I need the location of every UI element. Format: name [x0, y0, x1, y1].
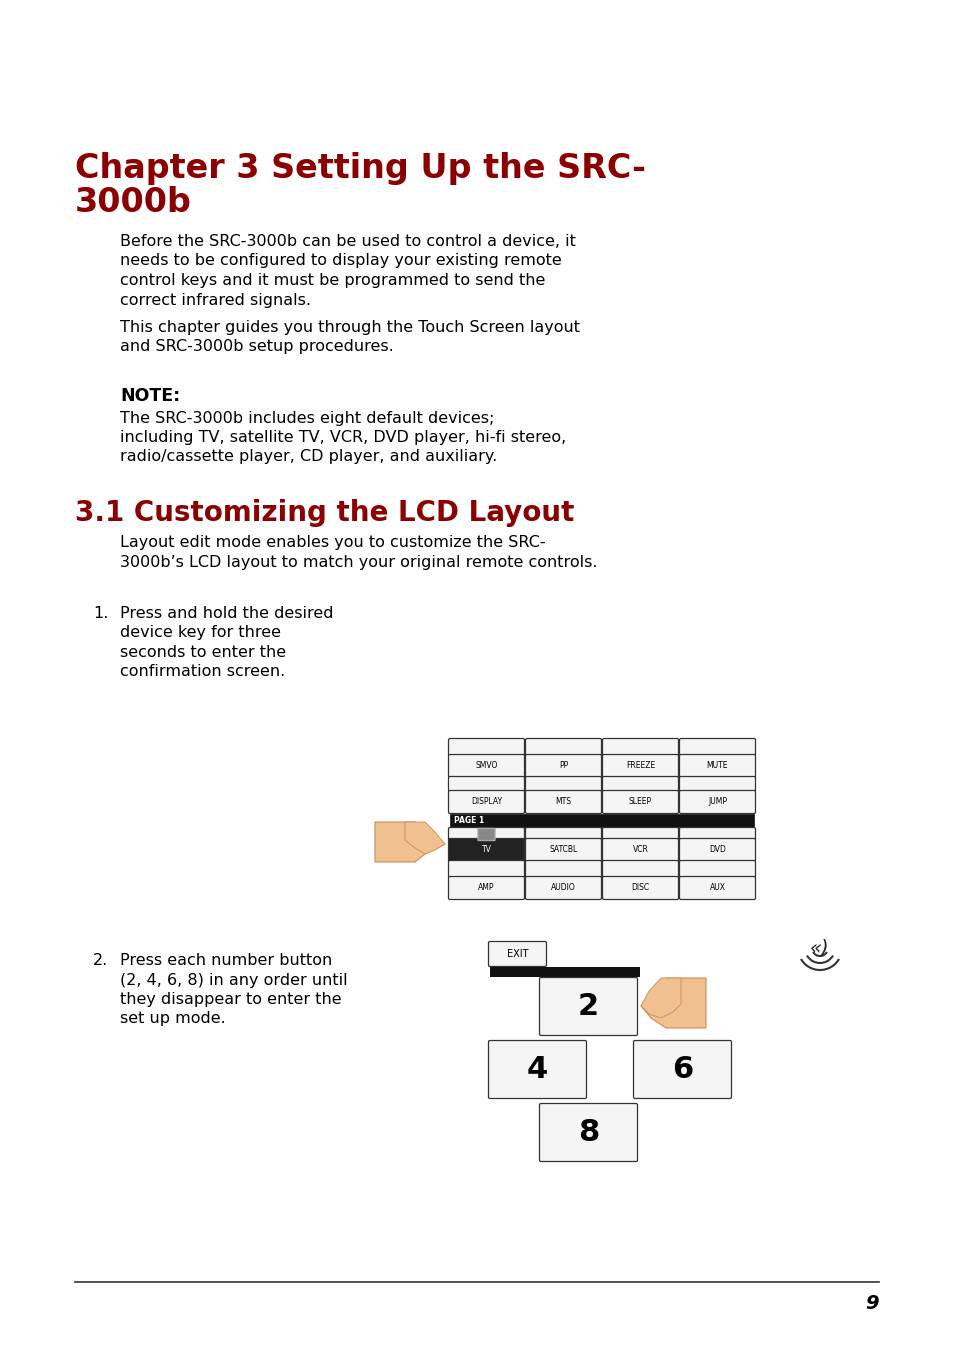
Text: they disappear to enter the: they disappear to enter the [120, 992, 341, 1007]
Text: 2.: 2. [92, 953, 108, 968]
FancyBboxPatch shape [525, 827, 601, 841]
FancyBboxPatch shape [525, 838, 601, 861]
Text: PP: PP [558, 761, 568, 771]
Polygon shape [640, 977, 680, 1018]
Text: 3000b: 3000b [75, 187, 192, 219]
Text: The SRC-3000b includes eight default devices;: The SRC-3000b includes eight default dev… [120, 411, 494, 426]
FancyBboxPatch shape [602, 827, 678, 841]
Polygon shape [405, 822, 444, 854]
FancyBboxPatch shape [448, 791, 524, 814]
Text: including TV, satellite TV, VCR, DVD player, hi-fi stereo,: including TV, satellite TV, VCR, DVD pla… [120, 430, 566, 445]
FancyBboxPatch shape [525, 876, 601, 899]
Text: EXIT: EXIT [506, 949, 528, 959]
Text: 4: 4 [526, 1055, 548, 1084]
Text: TV: TV [481, 845, 491, 854]
FancyBboxPatch shape [602, 860, 678, 877]
FancyBboxPatch shape [679, 827, 755, 841]
Bar [490, 967, 639, 977]
Text: 1.: 1. [92, 606, 109, 621]
FancyBboxPatch shape [602, 876, 678, 899]
Text: Before the SRC-3000b can be used to control a device, it: Before the SRC-3000b can be used to cont… [120, 234, 576, 249]
Text: 2: 2 [578, 992, 598, 1021]
FancyBboxPatch shape [679, 876, 755, 899]
FancyBboxPatch shape [679, 776, 755, 791]
FancyBboxPatch shape [602, 754, 678, 777]
Text: 3000b’s LCD layout to match your original remote controls.: 3000b’s LCD layout to match your origina… [120, 554, 597, 569]
Text: Chapter 3 Setting Up the SRC-: Chapter 3 Setting Up the SRC- [75, 151, 645, 185]
FancyBboxPatch shape [488, 941, 546, 967]
Text: Press and hold the desired: Press and hold the desired [120, 606, 334, 621]
Text: NOTE:: NOTE: [120, 387, 180, 406]
FancyBboxPatch shape [525, 754, 601, 777]
Text: SLEEP: SLEEP [628, 798, 652, 807]
Text: «): «) [809, 938, 829, 957]
FancyBboxPatch shape [602, 776, 678, 791]
Text: JUMP: JUMP [707, 798, 726, 807]
Text: seconds to enter the: seconds to enter the [120, 645, 286, 660]
FancyBboxPatch shape [679, 838, 755, 861]
Text: 9: 9 [864, 1294, 878, 1313]
Text: device key for three: device key for three [120, 626, 281, 641]
Text: confirmation screen.: confirmation screen. [120, 664, 285, 680]
Text: Press each number button: Press each number button [120, 953, 332, 968]
FancyBboxPatch shape [525, 776, 601, 791]
FancyBboxPatch shape [679, 791, 755, 814]
FancyBboxPatch shape [448, 738, 524, 756]
Text: needs to be configured to display your existing remote: needs to be configured to display your e… [120, 254, 561, 269]
Text: Layout edit mode enables you to customize the SRC-: Layout edit mode enables you to customiz… [120, 535, 545, 550]
FancyBboxPatch shape [633, 1041, 731, 1098]
Text: set up mode.: set up mode. [120, 1011, 226, 1026]
Text: SATCBL: SATCBL [549, 845, 577, 854]
Text: 8: 8 [578, 1118, 598, 1146]
Text: AUDIO: AUDIO [551, 883, 576, 892]
FancyBboxPatch shape [679, 754, 755, 777]
Text: (2, 4, 6, 8) in any order until: (2, 4, 6, 8) in any order until [120, 972, 347, 987]
Text: FREEZE: FREEZE [625, 761, 655, 771]
Text: DISPLAY: DISPLAY [471, 798, 501, 807]
FancyBboxPatch shape [539, 977, 637, 1036]
Text: MUTE: MUTE [706, 761, 727, 771]
Text: This chapter guides you through the Touch Screen layout: This chapter guides you through the Touc… [120, 320, 579, 335]
Bar [450, 814, 753, 827]
Text: PAGE 1: PAGE 1 [454, 817, 484, 825]
Text: correct infrared signals.: correct infrared signals. [120, 292, 311, 307]
Text: MTS: MTS [555, 798, 571, 807]
FancyBboxPatch shape [448, 827, 524, 841]
Text: DISC: DISC [631, 883, 649, 892]
Text: VCR: VCR [632, 845, 648, 854]
Text: 3.1 Customizing the LCD Layout: 3.1 Customizing the LCD Layout [75, 499, 574, 527]
FancyBboxPatch shape [448, 838, 524, 861]
Text: AUX: AUX [709, 883, 724, 892]
FancyBboxPatch shape [539, 1103, 637, 1161]
FancyBboxPatch shape [488, 1041, 586, 1098]
FancyBboxPatch shape [477, 829, 495, 841]
FancyBboxPatch shape [448, 776, 524, 791]
FancyBboxPatch shape [448, 876, 524, 899]
Polygon shape [375, 822, 444, 863]
Text: control keys and it must be programmed to send the: control keys and it must be programmed t… [120, 273, 545, 288]
FancyBboxPatch shape [525, 860, 601, 877]
FancyBboxPatch shape [448, 754, 524, 777]
Text: SMVO: SMVO [475, 761, 497, 771]
Text: 6: 6 [671, 1055, 693, 1084]
FancyBboxPatch shape [448, 860, 524, 877]
Text: and SRC-3000b setup procedures.: and SRC-3000b setup procedures. [120, 339, 394, 354]
Text: radio/cassette player, CD player, and auxiliary.: radio/cassette player, CD player, and au… [120, 449, 497, 465]
FancyBboxPatch shape [525, 738, 601, 756]
Text: DVD: DVD [708, 845, 725, 854]
FancyBboxPatch shape [602, 791, 678, 814]
FancyBboxPatch shape [602, 838, 678, 861]
FancyBboxPatch shape [679, 738, 755, 756]
Polygon shape [640, 977, 705, 1028]
FancyBboxPatch shape [679, 860, 755, 877]
Text: AMP: AMP [477, 883, 495, 892]
FancyBboxPatch shape [602, 738, 678, 756]
FancyBboxPatch shape [525, 791, 601, 814]
